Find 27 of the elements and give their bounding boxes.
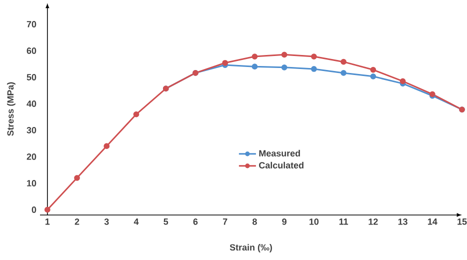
y-tick-label: 60: [26, 48, 36, 54]
y-tick-label: 10: [27, 180, 36, 186]
y-tick-label: 30: [26, 127, 36, 134]
legend-label: Calculated: [259, 162, 304, 168]
x-tick-label: 9: [282, 218, 286, 225]
x-axis-title: Strain (‰): [230, 244, 272, 252]
x-tick-label: 12: [368, 218, 378, 225]
legend-label: Measured: [259, 150, 300, 156]
y-tick-label: 0: [32, 206, 36, 213]
x-tick-label: 15: [458, 218, 467, 225]
x-tick-label: 2: [74, 218, 80, 225]
y-tick-label: 40: [26, 100, 36, 107]
x-tick-label: 6: [193, 218, 198, 225]
x-tick-label: 13: [398, 218, 408, 225]
x-tick-label: 8: [252, 218, 257, 225]
x-tick-label: 11: [339, 218, 348, 225]
x-tick-label: 14: [428, 218, 438, 225]
x-tick-label: 3: [104, 218, 109, 225]
x-tick-label: 1: [45, 218, 50, 225]
x-tick-label: 7: [222, 218, 228, 225]
x-tick-label: 4: [134, 218, 139, 225]
y-axis-title: Stress (MPa): [7, 82, 16, 136]
x-tick-label: 5: [164, 218, 168, 225]
y-tick-label: 70: [26, 21, 36, 28]
y-tick-label: 20: [26, 154, 36, 160]
y-tick-label: 50: [26, 74, 36, 80]
x-tick-label: 10: [310, 218, 319, 225]
